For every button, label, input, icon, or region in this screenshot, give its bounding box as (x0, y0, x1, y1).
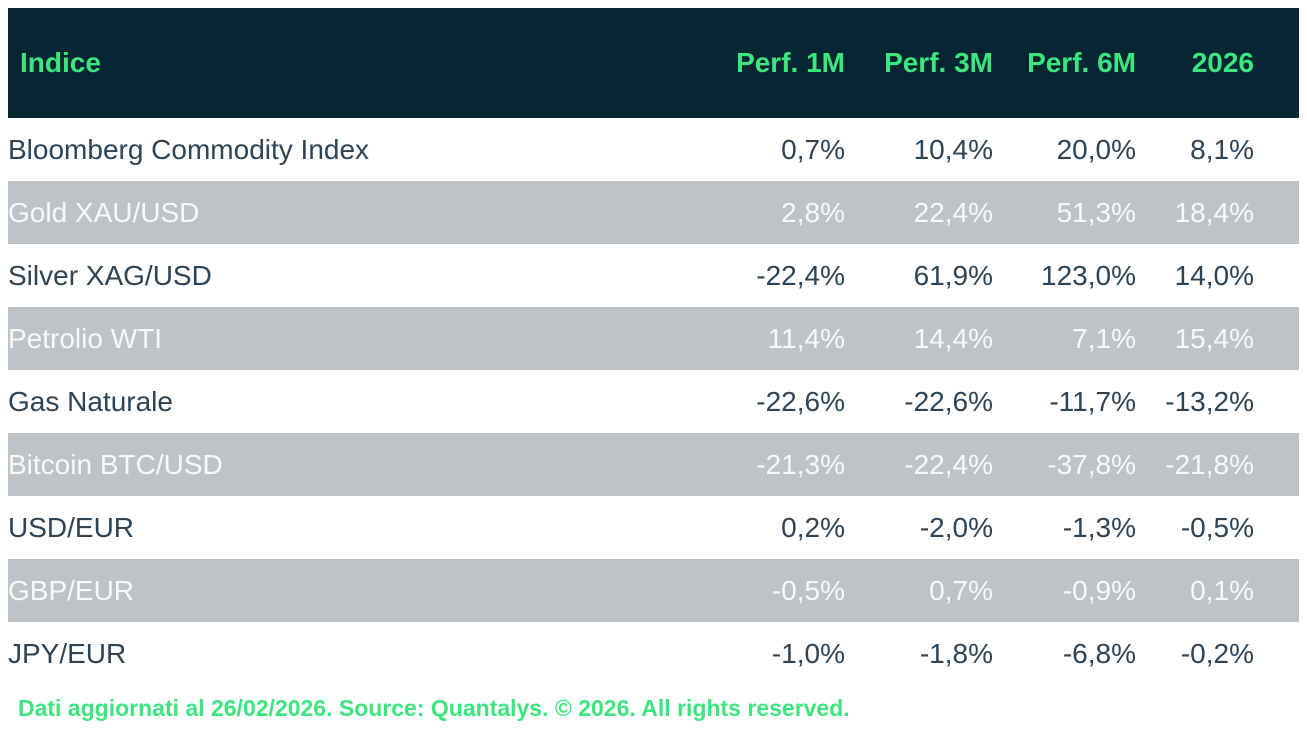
table-row: JPY/EUR -1,0% -1,8% -6,8% -0,2% (8, 622, 1299, 685)
perf-value: 61,9% (913, 259, 993, 291)
perf-value: -22,6% (904, 385, 993, 417)
table-row: Bloomberg Commodity Index 0,7% 10,4% 20,… (8, 118, 1299, 181)
column-header-perf-3m: Perf. 3M (845, 8, 993, 118)
perf-value: -22,4% (756, 259, 845, 291)
table-row: Bitcoin BTC/USD -21,3% -22,4% -37,8% -21… (8, 433, 1299, 496)
row-label: Gold XAU/USD (8, 196, 200, 228)
row-label: Bitcoin BTC/USD (8, 448, 223, 480)
perf-value: 15,4% (1174, 322, 1254, 354)
perf-value: -22,6% (756, 385, 845, 417)
perf-value: -11,7% (1049, 385, 1136, 417)
header-row: Indice Perf. 1M Perf. 3M Perf. 6M 2026 (8, 8, 1299, 118)
row-label: Silver XAG/USD (8, 259, 212, 291)
performance-table: Indice Perf. 1M Perf. 3M Perf. 6M 2026 B… (8, 8, 1299, 685)
table-body: Bloomberg Commodity Index 0,7% 10,4% 20,… (8, 118, 1299, 685)
row-label: USD/EUR (8, 511, 135, 543)
perf-value: 11,4% (767, 322, 845, 354)
table-header: Indice Perf. 1M Perf. 3M Perf. 6M 2026 (8, 8, 1299, 118)
column-header-perf-6m: Perf. 6M (993, 8, 1136, 118)
footer-note: Dati aggiornati al 26/02/2026. Source: Q… (18, 695, 850, 721)
row-label: GBP/EUR (8, 574, 135, 606)
perf-value: -0,5% (1180, 511, 1254, 543)
perf-value: -22,4% (904, 448, 993, 480)
column-header-2026: 2026 (1136, 8, 1299, 118)
perf-value: 0,1% (1190, 574, 1254, 606)
row-label: Bloomberg Commodity Index (8, 133, 370, 165)
perf-value: -13,2% (1165, 385, 1254, 417)
perf-value: -21,3% (756, 448, 845, 480)
perf-value: 20,0% (1056, 133, 1136, 165)
perf-value: 0,2% (781, 511, 845, 543)
table-row: Petrolio WTI 11,4% 14,4% 7,1% 15,4% (8, 307, 1299, 370)
perf-value: 8,1% (1190, 133, 1254, 165)
perf-value: 10,4% (913, 133, 993, 165)
perf-value: -37,8% (1047, 448, 1136, 480)
table-row: USD/EUR 0,2% -2,0% -1,3% -0,5% (8, 496, 1299, 559)
perf-value: 22,4% (913, 196, 993, 228)
perf-value: 14,0% (1174, 259, 1254, 291)
table-row: Gold XAU/USD 2,8% 22,4% 51,3% 18,4% (8, 181, 1299, 244)
perf-value: -21,8% (1165, 448, 1254, 480)
row-label: JPY/EUR (8, 637, 127, 669)
perf-value: 51,3% (1056, 196, 1136, 228)
perf-value: 2,8% (781, 196, 845, 228)
perf-value: 14,4% (913, 322, 993, 354)
table-row: Silver XAG/USD -22,4% 61,9% 123,0% 14,0% (8, 244, 1299, 307)
row-label: Petrolio WTI (8, 322, 163, 354)
table-row: GBP/EUR -0,5% 0,7% -0,9% 0,1% (8, 559, 1299, 622)
column-header-indice: Indice (8, 8, 695, 118)
perf-value: -1,3% (1062, 511, 1136, 543)
perf-value: 0,7% (781, 133, 845, 165)
perf-value: -1,0% (771, 637, 845, 669)
perf-value: -1,8% (919, 637, 993, 669)
row-label: Gas Naturale (8, 385, 173, 417)
perf-value: 123,0% (1041, 259, 1136, 291)
perf-value: -0,2% (1180, 637, 1254, 669)
perf-value: 0,7% (929, 574, 993, 606)
perf-value: -0,5% (771, 574, 845, 606)
perf-value: -0,9% (1062, 574, 1136, 606)
perf-value: -6,8% (1062, 637, 1136, 669)
perf-value: 18,4% (1174, 196, 1254, 228)
table-row: Gas Naturale -22,6% -22,6% -11,7% -13,2% (8, 370, 1299, 433)
column-header-perf-1m: Perf. 1M (695, 8, 845, 118)
perf-value: 7,1% (1072, 322, 1136, 354)
perf-value: -2,0% (919, 511, 993, 543)
